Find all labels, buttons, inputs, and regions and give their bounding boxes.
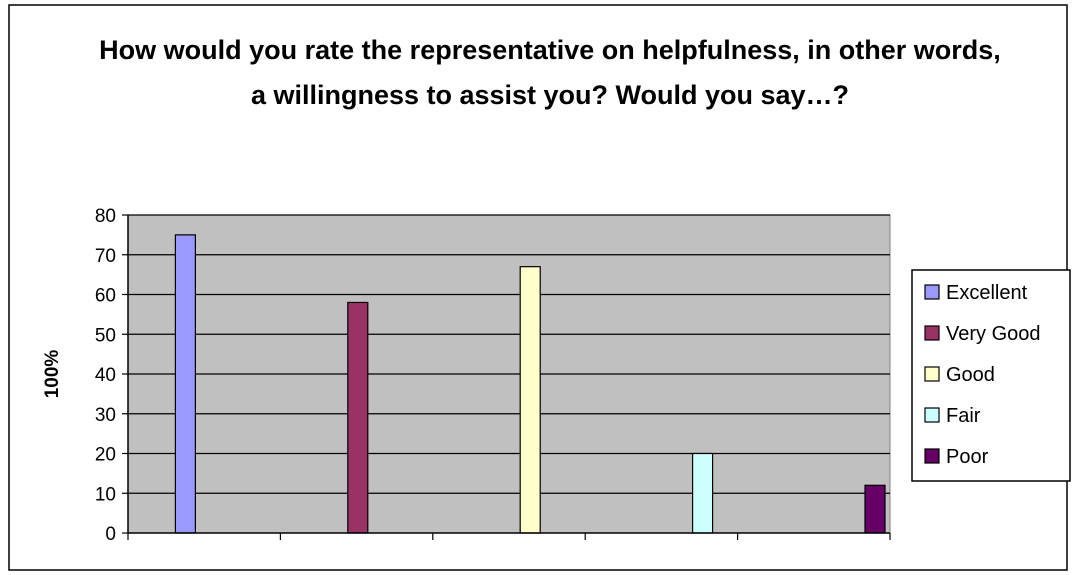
bar-excellent bbox=[174, 234, 196, 534]
bars bbox=[174, 234, 886, 534]
bar-very-good bbox=[347, 301, 369, 534]
y-tick-label: 30 bbox=[95, 405, 116, 426]
legend-swatch bbox=[924, 448, 940, 464]
y-tick-label: 10 bbox=[95, 484, 116, 505]
chart-title: How would you rate the representative on… bbox=[99, 35, 1001, 110]
y-tick-label: 60 bbox=[95, 286, 116, 307]
y-tick-label: 80 bbox=[95, 206, 116, 227]
legend-label: Very Good bbox=[946, 323, 1041, 345]
legend-label: Fair bbox=[946, 405, 981, 427]
legend-swatch bbox=[924, 325, 940, 341]
bar-fair bbox=[691, 452, 714, 534]
legend-label: Poor bbox=[946, 446, 989, 468]
bar-good bbox=[519, 266, 541, 534]
y-tick-label: 50 bbox=[95, 325, 116, 346]
y-tick-label: 20 bbox=[95, 445, 116, 466]
legend-label: Excellent bbox=[946, 282, 1028, 304]
gridlines bbox=[128, 214, 890, 494]
legend-swatch bbox=[924, 284, 940, 300]
y-axis-ticks: 0 10 20 30 40 50 60 70 80 bbox=[95, 206, 128, 545]
bar-poor bbox=[864, 484, 886, 534]
y-tick-label: 40 bbox=[95, 365, 116, 386]
x-axis-ticks bbox=[127, 533, 891, 540]
legend-swatch bbox=[924, 407, 940, 423]
y-axis-label: 100% bbox=[42, 350, 63, 399]
y-tick-label: 70 bbox=[95, 246, 116, 267]
legend-swatch bbox=[924, 366, 940, 382]
legend-label: Good bbox=[946, 364, 995, 386]
y-tick-label: 0 bbox=[105, 524, 116, 545]
legend: Excellent Very Good Good Fair Poor bbox=[924, 282, 1041, 468]
